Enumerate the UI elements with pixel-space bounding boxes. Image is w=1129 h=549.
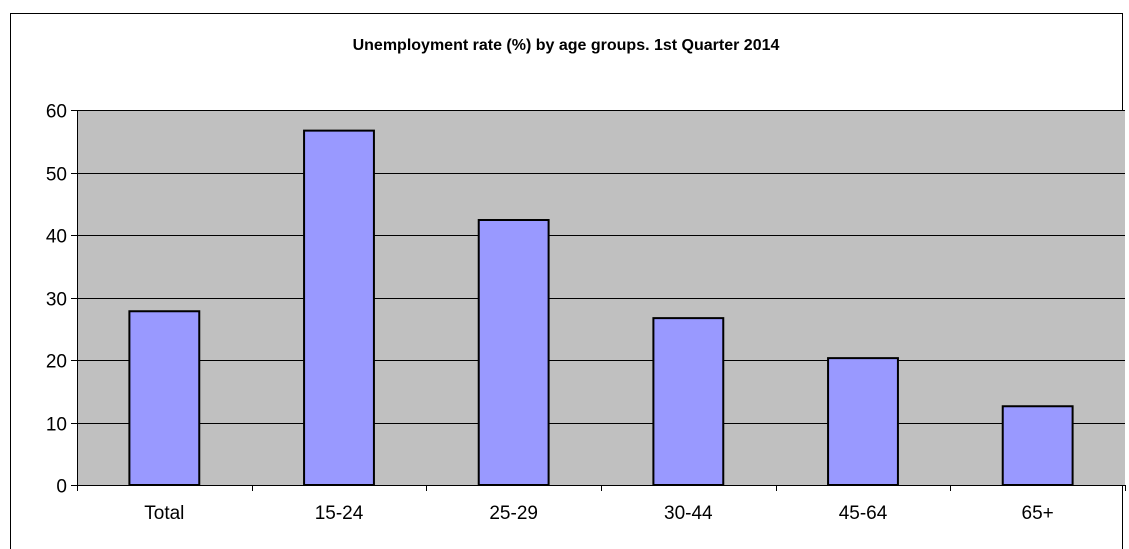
y-tick-label: 50	[46, 165, 67, 186]
x-tick-label: 15-24	[315, 503, 364, 524]
y-tick-label: 0	[56, 477, 67, 498]
y-tick-label: 30	[46, 290, 67, 311]
x-tick-label: 65+	[1022, 503, 1054, 524]
x-axis: Total 15-24 25-29 30-44 45-64 65+	[71, 485, 1126, 524]
bar	[477, 219, 550, 486]
bar	[827, 357, 899, 486]
gridlines	[77, 110, 1125, 424]
bars	[128, 129, 1074, 486]
bar	[303, 129, 375, 486]
x-tick-label: 45-64	[839, 503, 888, 524]
y-axis: 0 10 20 30 40 50 60	[46, 102, 78, 498]
plot-background	[77, 110, 1125, 485]
x-tick-label: 30-44	[664, 503, 713, 524]
y-tick-label: 10	[46, 415, 67, 436]
chart-title: Unemployment rate (%) by age groups. 1st…	[353, 37, 780, 54]
y-tick-label: 40	[46, 227, 67, 248]
plot-area	[77, 110, 1125, 485]
bar	[1001, 405, 1074, 486]
bar	[128, 310, 201, 486]
y-tick-label: 20	[46, 352, 67, 373]
x-tick-label: 25-29	[489, 503, 538, 524]
bar	[652, 317, 725, 486]
y-tick-label: 60	[46, 102, 67, 123]
x-tick-label: Total	[144, 503, 184, 524]
